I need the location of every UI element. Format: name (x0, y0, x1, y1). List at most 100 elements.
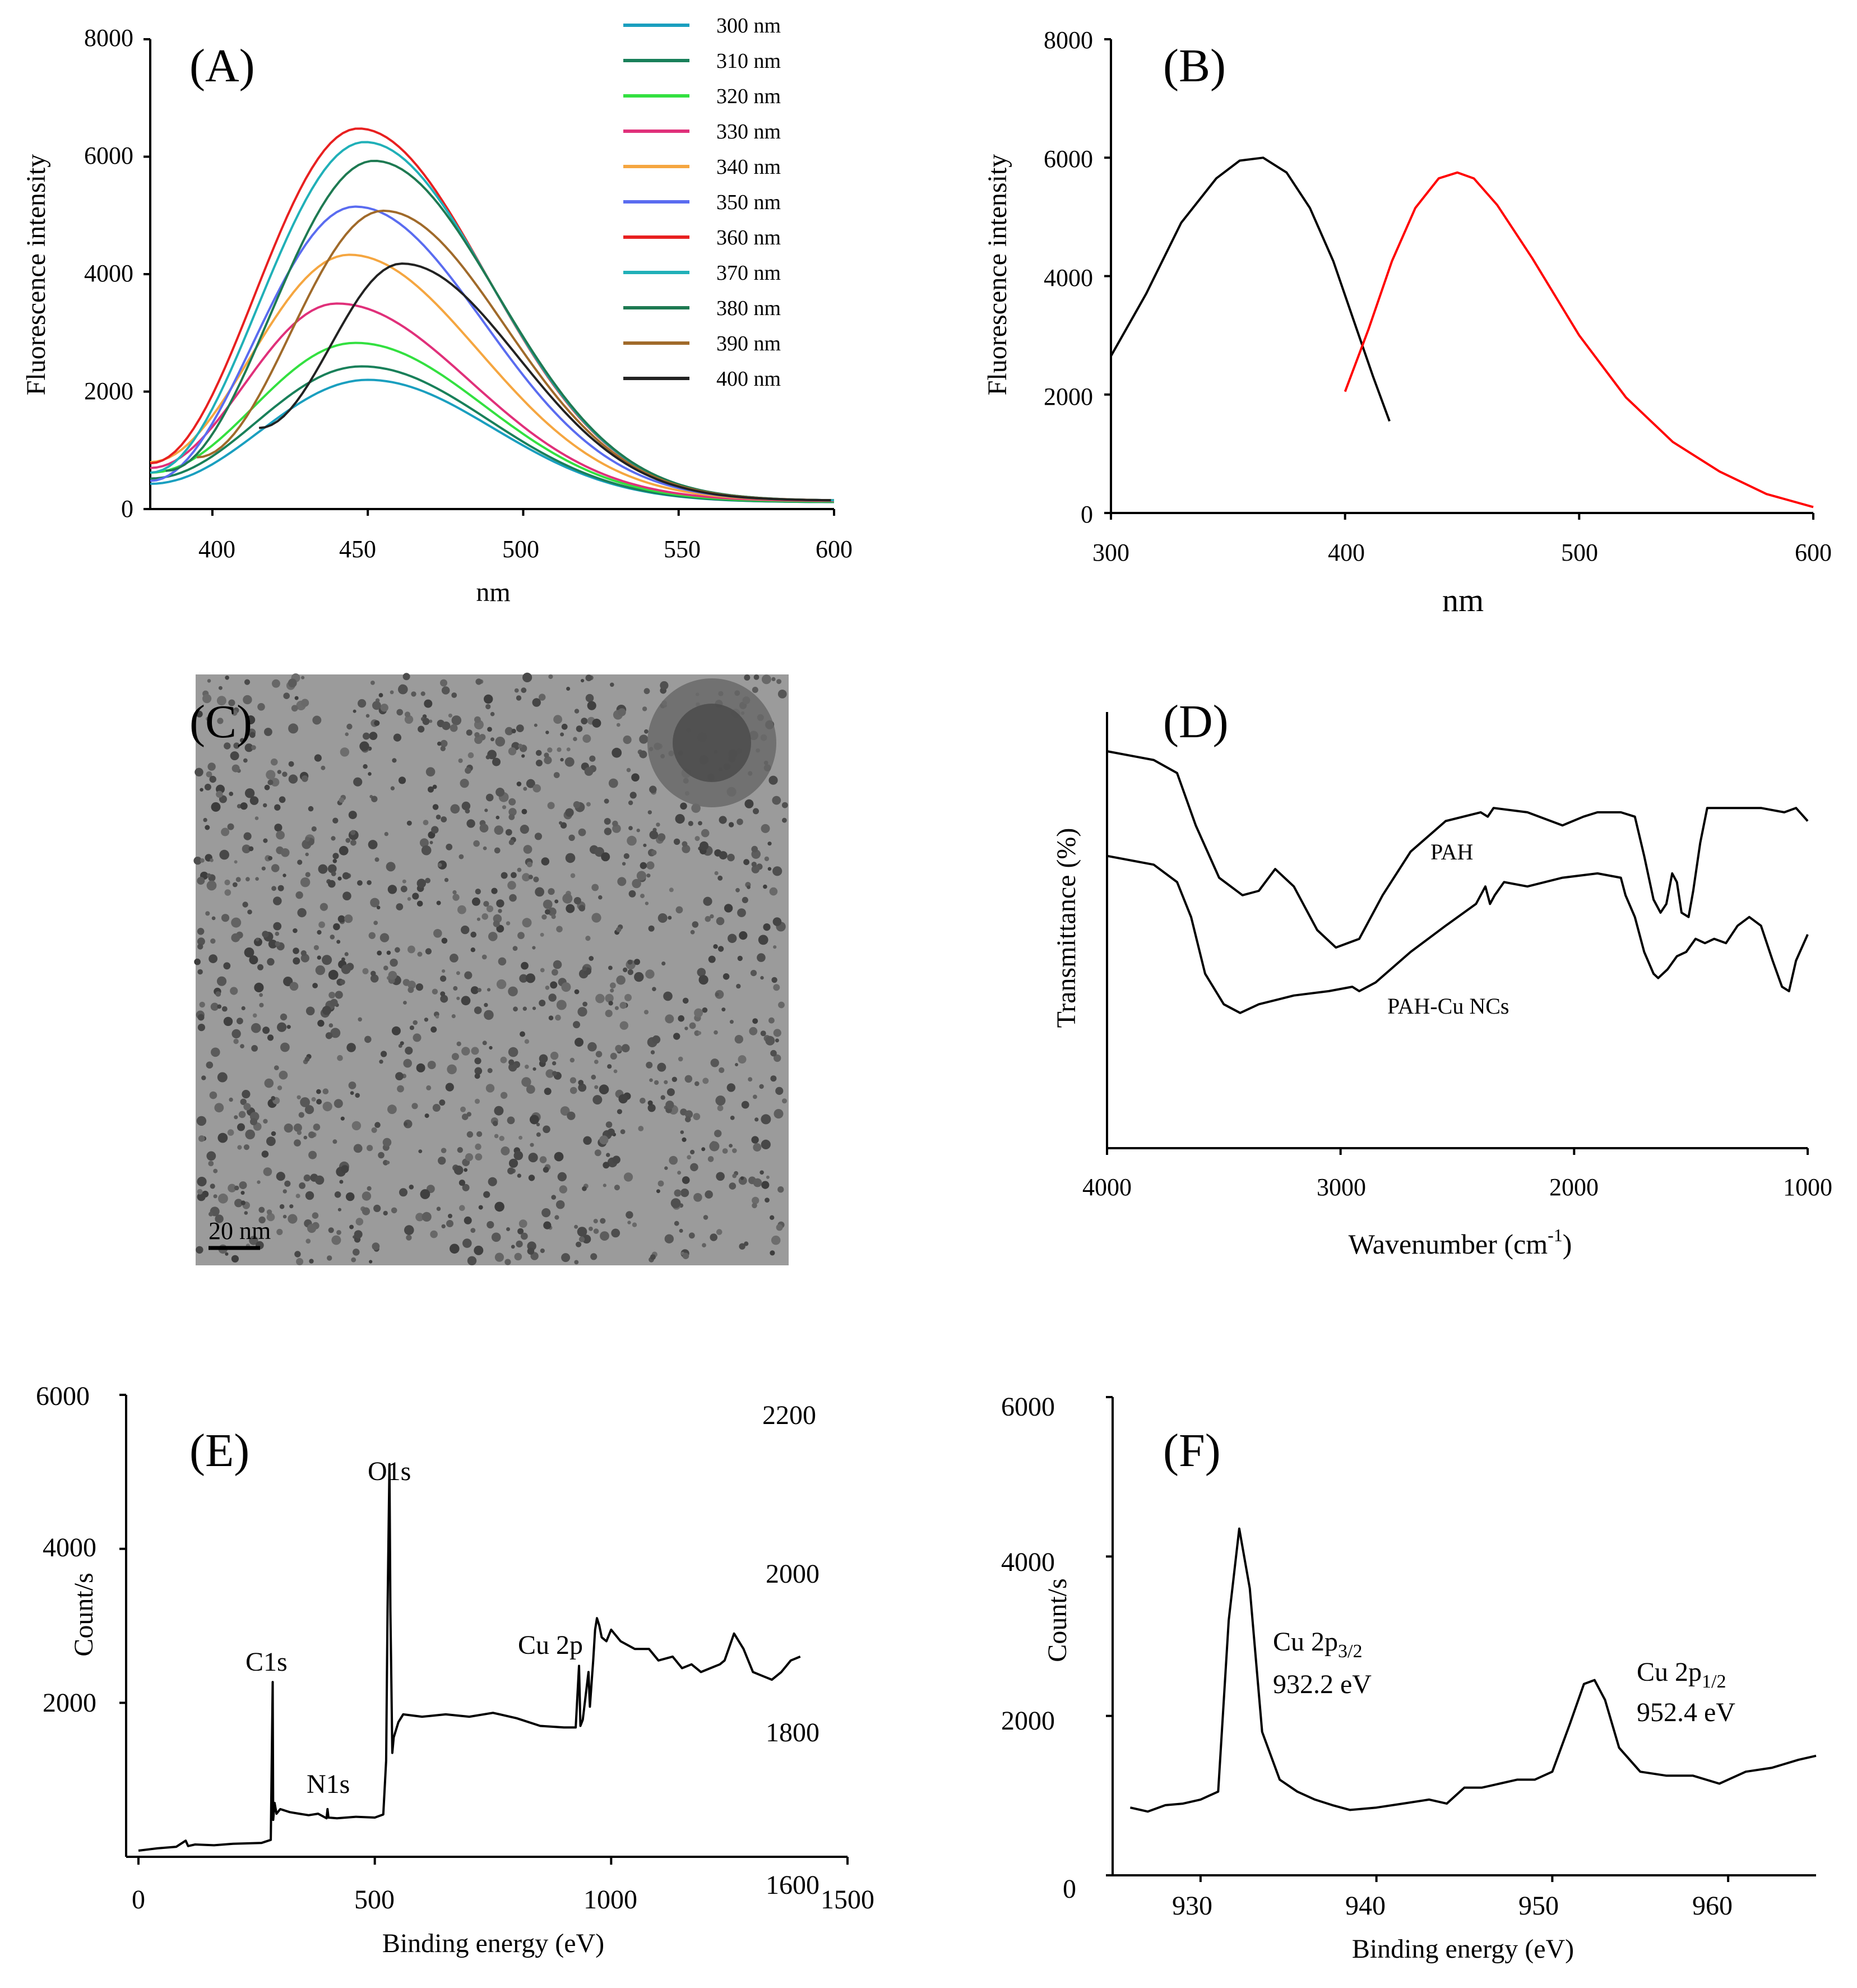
tem-particle (673, 1033, 680, 1040)
tem-particle (640, 1098, 646, 1104)
tem-particle (702, 1007, 708, 1013)
tem-particle (321, 765, 326, 770)
tem-particle (373, 1204, 381, 1212)
tem-particle (199, 1001, 205, 1008)
tem-particle (386, 950, 391, 955)
tem-particle (566, 904, 575, 913)
tem-particle (474, 716, 481, 723)
tem-particle (475, 678, 482, 685)
tem-particle (682, 1176, 690, 1184)
panel-b-label: (B) (1163, 40, 1226, 92)
tem-particle (346, 723, 353, 730)
panel-e-ylabel: Count/s (69, 1573, 99, 1656)
tem-particle (524, 1039, 530, 1044)
tem-particle (276, 1228, 283, 1236)
tem-particle (569, 1057, 575, 1063)
tem-particle (229, 792, 234, 796)
panel-f-xtick: 960 (1692, 1891, 1733, 1921)
tem-particle (216, 696, 226, 706)
panel-e-xtick: 1500 (821, 1885, 874, 1915)
tem-particle (775, 1087, 784, 1095)
tem-particle (582, 1235, 591, 1244)
panel-e-peak-c1s: C1s (246, 1647, 288, 1677)
tem-particle (340, 979, 345, 985)
tem-particle (400, 885, 407, 893)
tem-particle (732, 1173, 737, 1178)
tem-particle (770, 1215, 775, 1220)
tem-particle (514, 688, 519, 693)
tem-particle (251, 1045, 258, 1052)
tem-particle (485, 1084, 495, 1093)
tem-particle (672, 1076, 678, 1083)
tem-particle (451, 1014, 456, 1019)
tem-particle (233, 1038, 239, 1044)
tem-particle (508, 798, 516, 806)
tem-particle (628, 890, 636, 898)
tem-particle (560, 732, 564, 737)
tem-particle (210, 1183, 215, 1189)
tem-particle (742, 896, 748, 903)
tem-particle (387, 1104, 397, 1115)
tem-particle (379, 1060, 383, 1064)
tem-particle (231, 764, 240, 773)
tem-particle (274, 804, 281, 811)
tem-particle (244, 1211, 248, 1215)
tem-particle (544, 756, 552, 765)
tem-particle (507, 1167, 515, 1175)
tem-particle (717, 875, 723, 881)
tem-particle (521, 687, 527, 694)
panel-a-legend-label: 370 nm (716, 261, 781, 285)
tem-particle (465, 767, 471, 774)
tem-particle (739, 1243, 745, 1250)
tem-particle (684, 1027, 688, 1030)
tem-particle (211, 1047, 220, 1057)
panel-c: (C) 20 nm (189, 672, 789, 1265)
tem-particle (420, 691, 425, 696)
tem-particle (544, 752, 549, 758)
tem-particle (304, 1105, 314, 1115)
tem-particle (519, 974, 528, 983)
tem-particle (566, 747, 571, 752)
tem-particle (203, 817, 207, 822)
tem-particle (403, 1001, 407, 1005)
tem-particle (249, 732, 256, 738)
tem-particle (209, 775, 216, 783)
tem-particle (282, 771, 288, 777)
tem-particle (716, 917, 725, 926)
tem-particle (275, 931, 280, 936)
tem-particle (206, 1151, 216, 1161)
tem-hrtem-inset-core (673, 704, 751, 782)
tem-particle (476, 1131, 483, 1137)
tem-particle (541, 1208, 551, 1218)
tem-particle (565, 808, 574, 817)
tem-particle (650, 1050, 655, 1055)
tem-particle (395, 947, 400, 953)
tem-particle (627, 1220, 631, 1224)
tem-particle (545, 1069, 554, 1078)
tem-particle (405, 1046, 413, 1055)
tem-particle (726, 1083, 736, 1092)
tem-particle (771, 977, 777, 983)
tem-particle (259, 993, 263, 997)
tem-particle (594, 1060, 599, 1064)
tem-particle (407, 981, 416, 989)
tem-particle (470, 986, 479, 995)
tem-particle (521, 961, 529, 970)
panel-f-ylabel: Count/s (1043, 1578, 1072, 1662)
tem-particle (605, 1121, 613, 1128)
tem-particle (614, 1185, 620, 1191)
tem-particle (499, 1135, 504, 1141)
tem-particle (461, 925, 470, 935)
panel-e-peak-cu2p: Cu 2p (518, 1630, 583, 1660)
tem-particle (204, 783, 211, 790)
tem-particle (506, 1227, 510, 1231)
tem-particle (687, 1155, 692, 1160)
tem-particle (647, 1100, 653, 1106)
tem-particle (744, 799, 754, 808)
tem-particle (400, 1041, 404, 1046)
tem-particle (576, 1241, 582, 1247)
tem-particle (213, 1168, 218, 1173)
tem-particle (419, 838, 429, 848)
tem-particle (772, 796, 781, 805)
tem-particle (743, 859, 749, 866)
